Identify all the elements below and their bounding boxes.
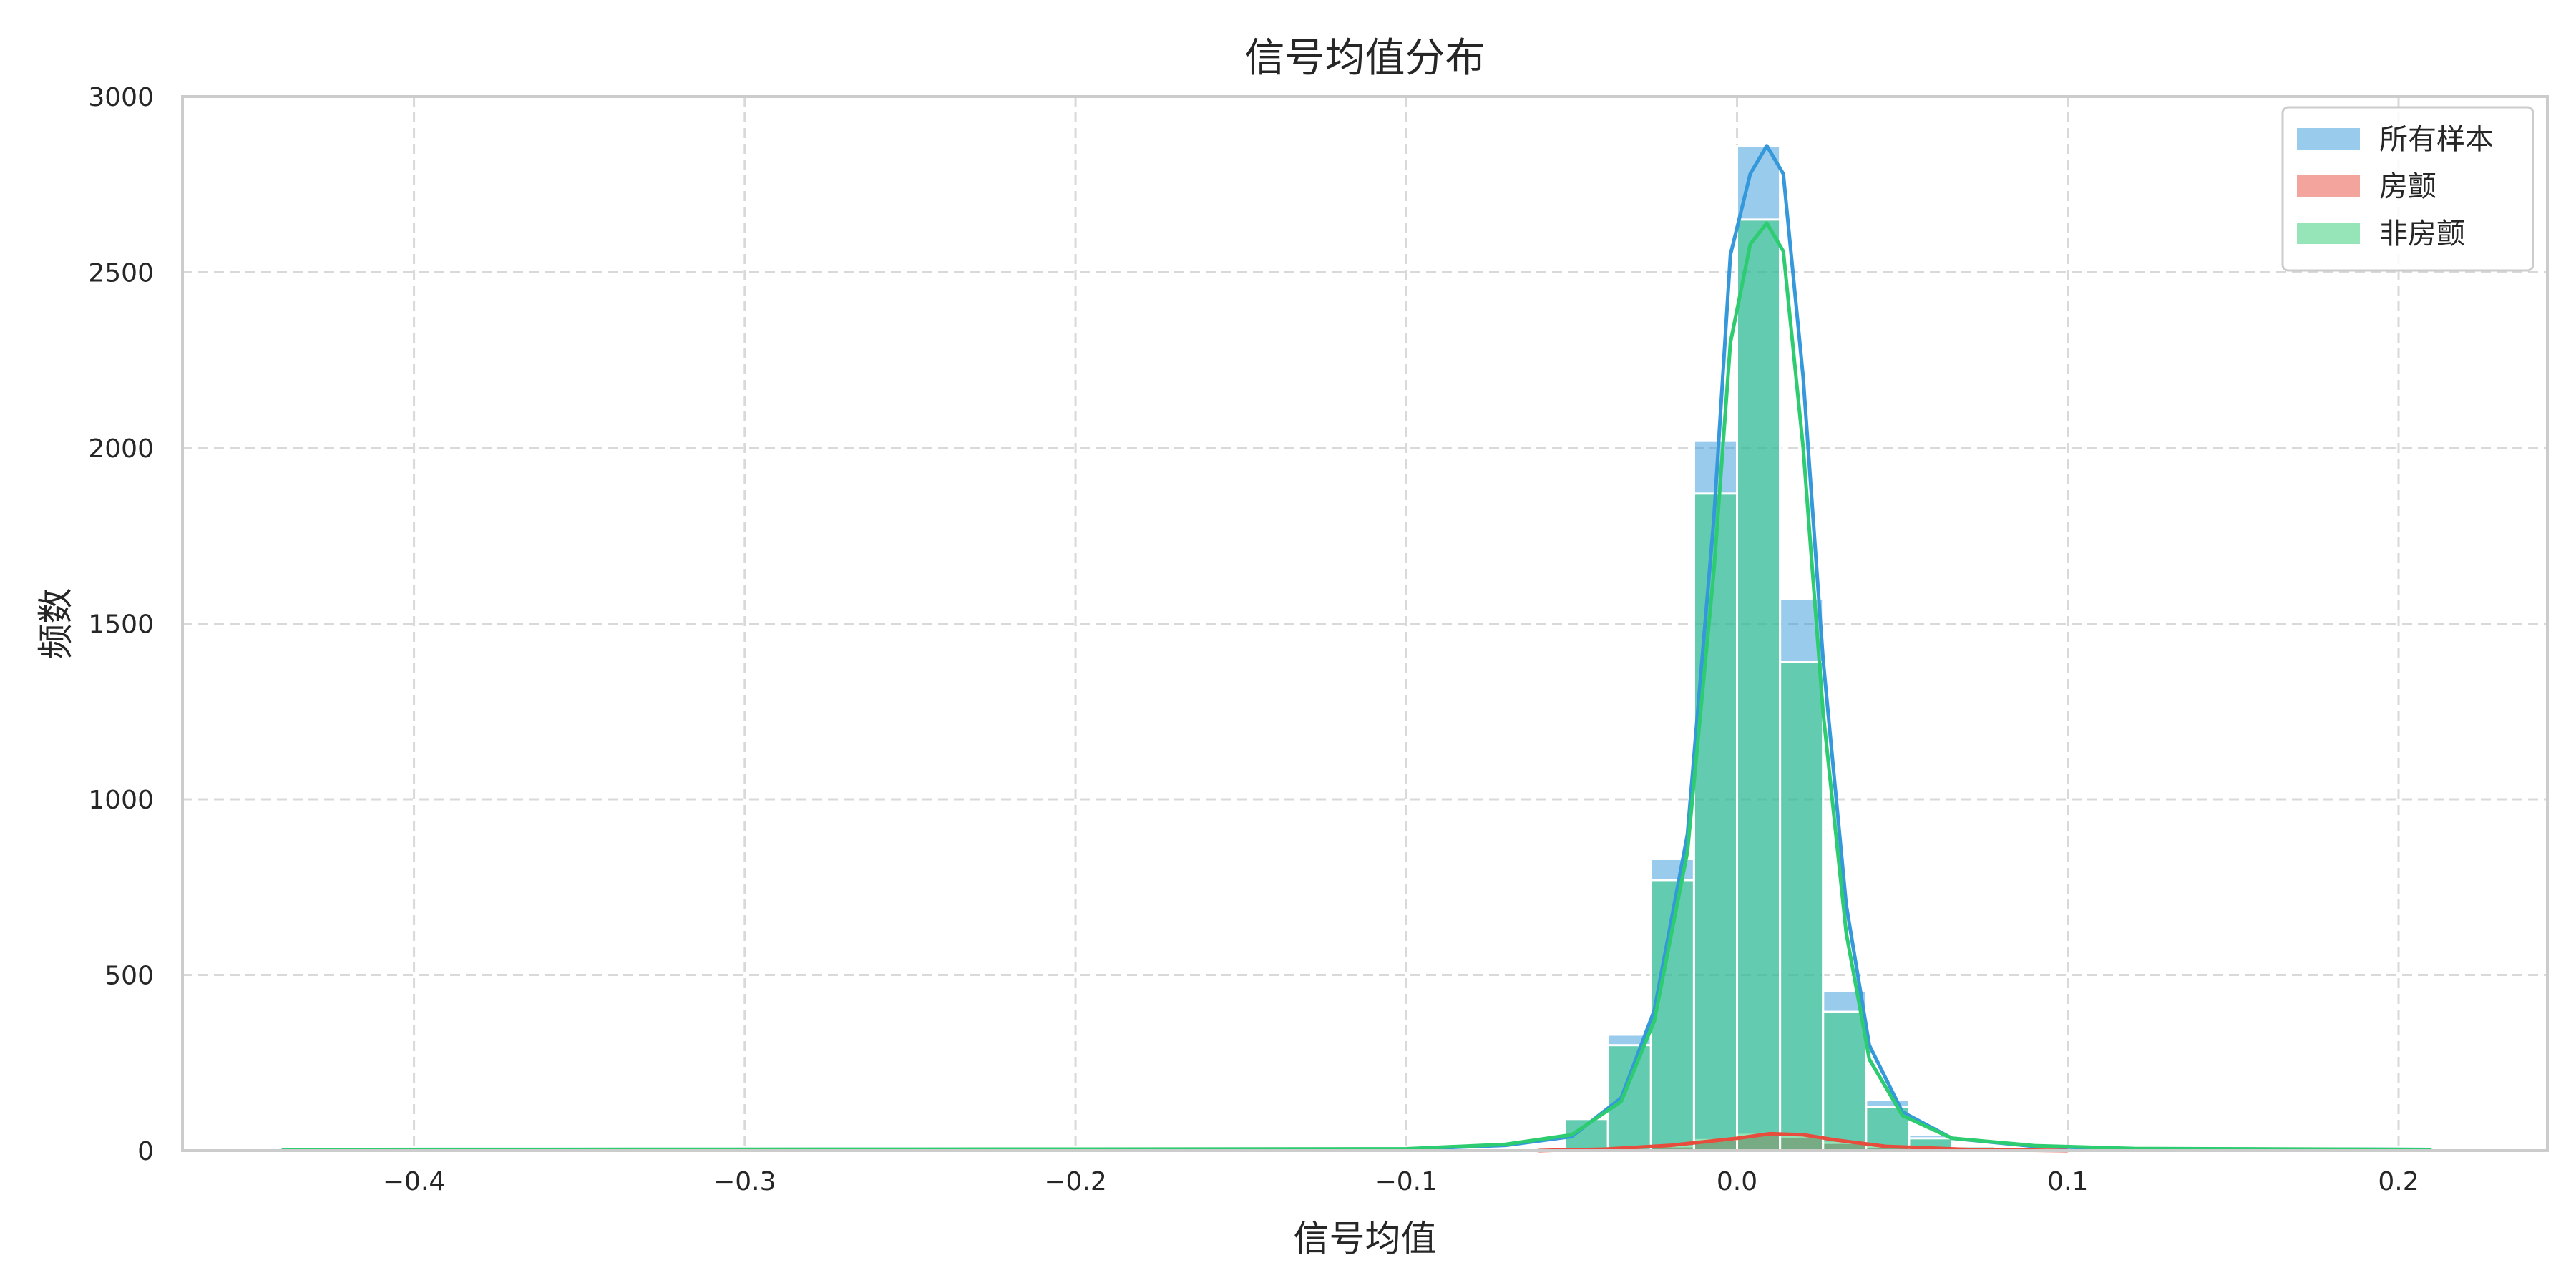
legend-label: 所有样本 [2379,123,2494,156]
x-tick-label: 0.0 [1717,1167,1757,1196]
y-tick-label: 3000 [88,83,154,112]
y-tick-label: 2500 [88,259,154,288]
legend-swatch [2297,223,2360,244]
x-tick-label: −0.2 [1044,1167,1106,1196]
y-tick-label: 0 [137,1137,154,1166]
kde-line [1538,1131,2068,1153]
ticks-layer: −0.4 −0.3 −0.2 −0.1 0.0 0.1 0.2 0 500 1000 1500 200… [88,83,2419,1196]
legend-swatch [2297,175,2360,197]
kde-line [281,221,2432,1151]
x-tick-label: 0.1 [2047,1167,2088,1196]
y-tick-label: 1500 [88,610,154,640]
legend-swatch [2297,128,2360,150]
y-axis-label: 频数 [35,588,77,660]
kde-layer [281,144,2432,1153]
histogram-bar [1779,661,1825,1152]
y-tick-label: 500 [104,962,154,991]
y-tick-label: 1000 [88,786,154,815]
histogram-bar [1736,218,1782,1152]
histogram-bar [1692,492,1739,1152]
histogram-bar [1822,1010,1868,1152]
legend-label: 非房颤 [2379,218,2465,250]
histogram-bar [1606,1044,1652,1152]
y-tick-label: 2000 [88,434,154,464]
x-tick-label: −0.4 [383,1167,445,1196]
grid-layer [182,97,2547,1151]
x-axis-label: 信号均值 [1294,1218,1437,1259]
kde-line [281,144,2432,1151]
x-tick-label: 0.2 [2378,1167,2419,1196]
plot-frame [181,95,2549,1152]
bars-layer [1563,145,1996,1152]
x-tick-label: −0.3 [713,1167,776,1196]
legend-label: 房颤 [2379,170,2436,203]
x-tick-label: −0.1 [1375,1167,1438,1196]
chart-title: 信号均值分布 [1245,35,1485,82]
